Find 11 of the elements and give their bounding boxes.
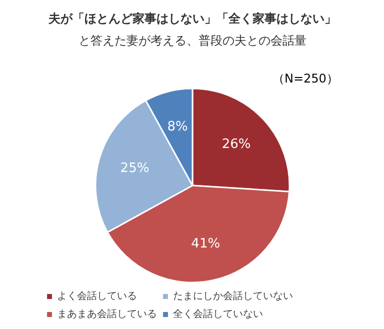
chart-title: 夫が「ほとんど家事はしない」「全く家事はしない」: [48, 12, 336, 26]
legend-label: よく会話している: [57, 290, 137, 303]
legend-label: たまにしか会話していない: [173, 290, 293, 303]
legend-label: まあまあ会話している: [57, 308, 157, 321]
data-label: 41%: [191, 236, 220, 252]
text: （N=250）: [272, 72, 338, 86]
data-label: 8%: [167, 120, 188, 135]
data-label: 25%: [120, 161, 150, 176]
chart-subtitle: と答えた妻が考える、普段の夫との会話量: [78, 34, 306, 48]
legend-label: 全く会話していない: [173, 308, 263, 321]
data-label: 26%: [222, 136, 251, 152]
